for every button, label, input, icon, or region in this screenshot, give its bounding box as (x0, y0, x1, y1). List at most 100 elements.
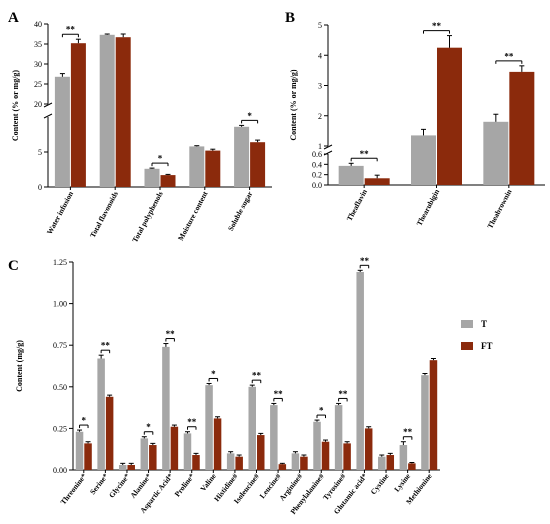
bar-t-1 (411, 135, 436, 185)
panel-label: B (285, 10, 295, 26)
axis-break-mark (43, 113, 53, 119)
bar-t-13 (356, 271, 364, 470)
y-tick-label: 1 (318, 142, 322, 151)
bar-t-15 (399, 445, 408, 470)
bar-ft-2 (160, 175, 176, 187)
bar-t-0 (75, 431, 84, 470)
bar-ft-7 (235, 456, 243, 470)
bar-ft-0 (364, 178, 390, 185)
bar-ft-0 (84, 443, 92, 470)
bar-ft-11 (321, 441, 330, 470)
y-axis-title: Content (% or mg/g) (289, 69, 298, 141)
y-tick-label: 25 (34, 80, 42, 89)
significance-marker: * (319, 406, 324, 416)
x-tick-label: Glycine* (107, 472, 132, 500)
x-tick-label: Thearubigin (415, 187, 442, 227)
bar-ft-12 (343, 443, 351, 470)
y-tick-label: 40 (34, 20, 42, 29)
y-tick-label: 0.6 (312, 150, 322, 159)
significance-marker: * (211, 369, 216, 379)
bar-t-1 (97, 358, 105, 470)
y-tick-label: 0.2 (312, 171, 322, 180)
significance-marker: ** (360, 256, 370, 266)
significance-marker: ** (360, 149, 370, 159)
x-tick-label: Proline* (173, 472, 197, 499)
bar-t-6 (205, 385, 213, 470)
panel-label: C (8, 258, 19, 274)
y-tick-label: 35 (34, 40, 42, 49)
y-tick-label: 0.75 (53, 341, 67, 350)
bar-ft-0 (70, 43, 86, 188)
x-tick-label: Cystine (369, 471, 391, 496)
bar-ft-5 (192, 455, 200, 470)
bar-ft-2 (509, 71, 535, 185)
y-tick-label: 0.50 (53, 383, 67, 392)
bar-ft-4 (250, 142, 266, 187)
significance-marker: ** (187, 417, 197, 427)
x-tick-label: Total flavonoids (88, 190, 120, 240)
legend-label: T (481, 319, 487, 329)
bar-t-1 (99, 34, 115, 187)
bar-ft-3 (205, 150, 221, 187)
bar-t-4 (162, 346, 170, 470)
bar-ft-9 (278, 464, 287, 470)
bar-t-2 (118, 465, 127, 470)
y-tick-label: 0.00 (53, 466, 67, 475)
bar-t-11 (313, 421, 321, 470)
x-tick-label: Water infusion (45, 189, 76, 236)
x-tick-label: Lysine (392, 471, 412, 493)
y-tick-label: 20 (34, 100, 42, 109)
y-tick-label: 5 (38, 148, 42, 157)
legend-swatch-t (461, 320, 473, 328)
significance-marker: ** (166, 329, 176, 339)
significance-marker: ** (338, 389, 348, 399)
bar-t-3 (140, 438, 149, 470)
bar-t-10 (291, 453, 300, 470)
bar-t-12 (334, 405, 343, 470)
significance-marker: ** (274, 389, 284, 399)
x-tick-label: Soluble sugar (226, 189, 255, 232)
axis-break-mark (43, 102, 53, 108)
bar-ft-2 (127, 465, 135, 470)
significance-marker: * (158, 154, 163, 164)
x-tick-label: Theaflavin (345, 187, 370, 222)
bar-ft-10 (300, 456, 308, 470)
bar-t-4 (234, 126, 250, 187)
x-tick-label: Moisture content (176, 189, 210, 242)
bar-t-7 (226, 453, 235, 470)
y-tick-label: 1.25 (53, 258, 67, 267)
significance-marker: * (146, 422, 151, 432)
bar-t-0 (54, 76, 70, 187)
significance-marker: ** (66, 25, 76, 35)
bar-ft-6 (213, 418, 222, 470)
bar-t-5 (183, 433, 192, 470)
bar-ft-4 (170, 426, 179, 470)
y-tick-label: 3 (318, 82, 322, 91)
bar-t-2 (483, 121, 509, 185)
significance-marker: ** (504, 51, 514, 61)
bar-ft-1 (115, 37, 131, 188)
bar-t-14 (378, 456, 386, 470)
legend-swatch-ft (461, 342, 473, 350)
x-tick-label: Theabrownin (485, 187, 514, 230)
y-tick-label: 0.0 (312, 181, 322, 190)
y-tick-label: 0.25 (53, 424, 67, 433)
significance-marker: ** (403, 427, 413, 437)
y-tick-label: 2 (318, 112, 322, 121)
bar-ft-16 (429, 360, 438, 470)
y-tick-label: 30 (34, 60, 42, 69)
x-tick-label: Total polyphenols (130, 190, 165, 244)
y-tick-label: 1.00 (53, 300, 67, 309)
significance-marker: ** (432, 21, 442, 31)
bar-t-2 (144, 168, 160, 187)
significance-marker: ** (252, 371, 262, 381)
bar-ft-14 (386, 455, 395, 470)
bar-t-16 (421, 375, 429, 470)
significance-marker: ** (101, 341, 111, 351)
x-tick-label: Threonine* (59, 471, 89, 506)
bar-ft-3 (149, 445, 157, 470)
x-tick-label: Serine* (88, 472, 110, 497)
y-tick-label: 0.4 (312, 160, 322, 169)
significance-marker: * (247, 111, 252, 121)
